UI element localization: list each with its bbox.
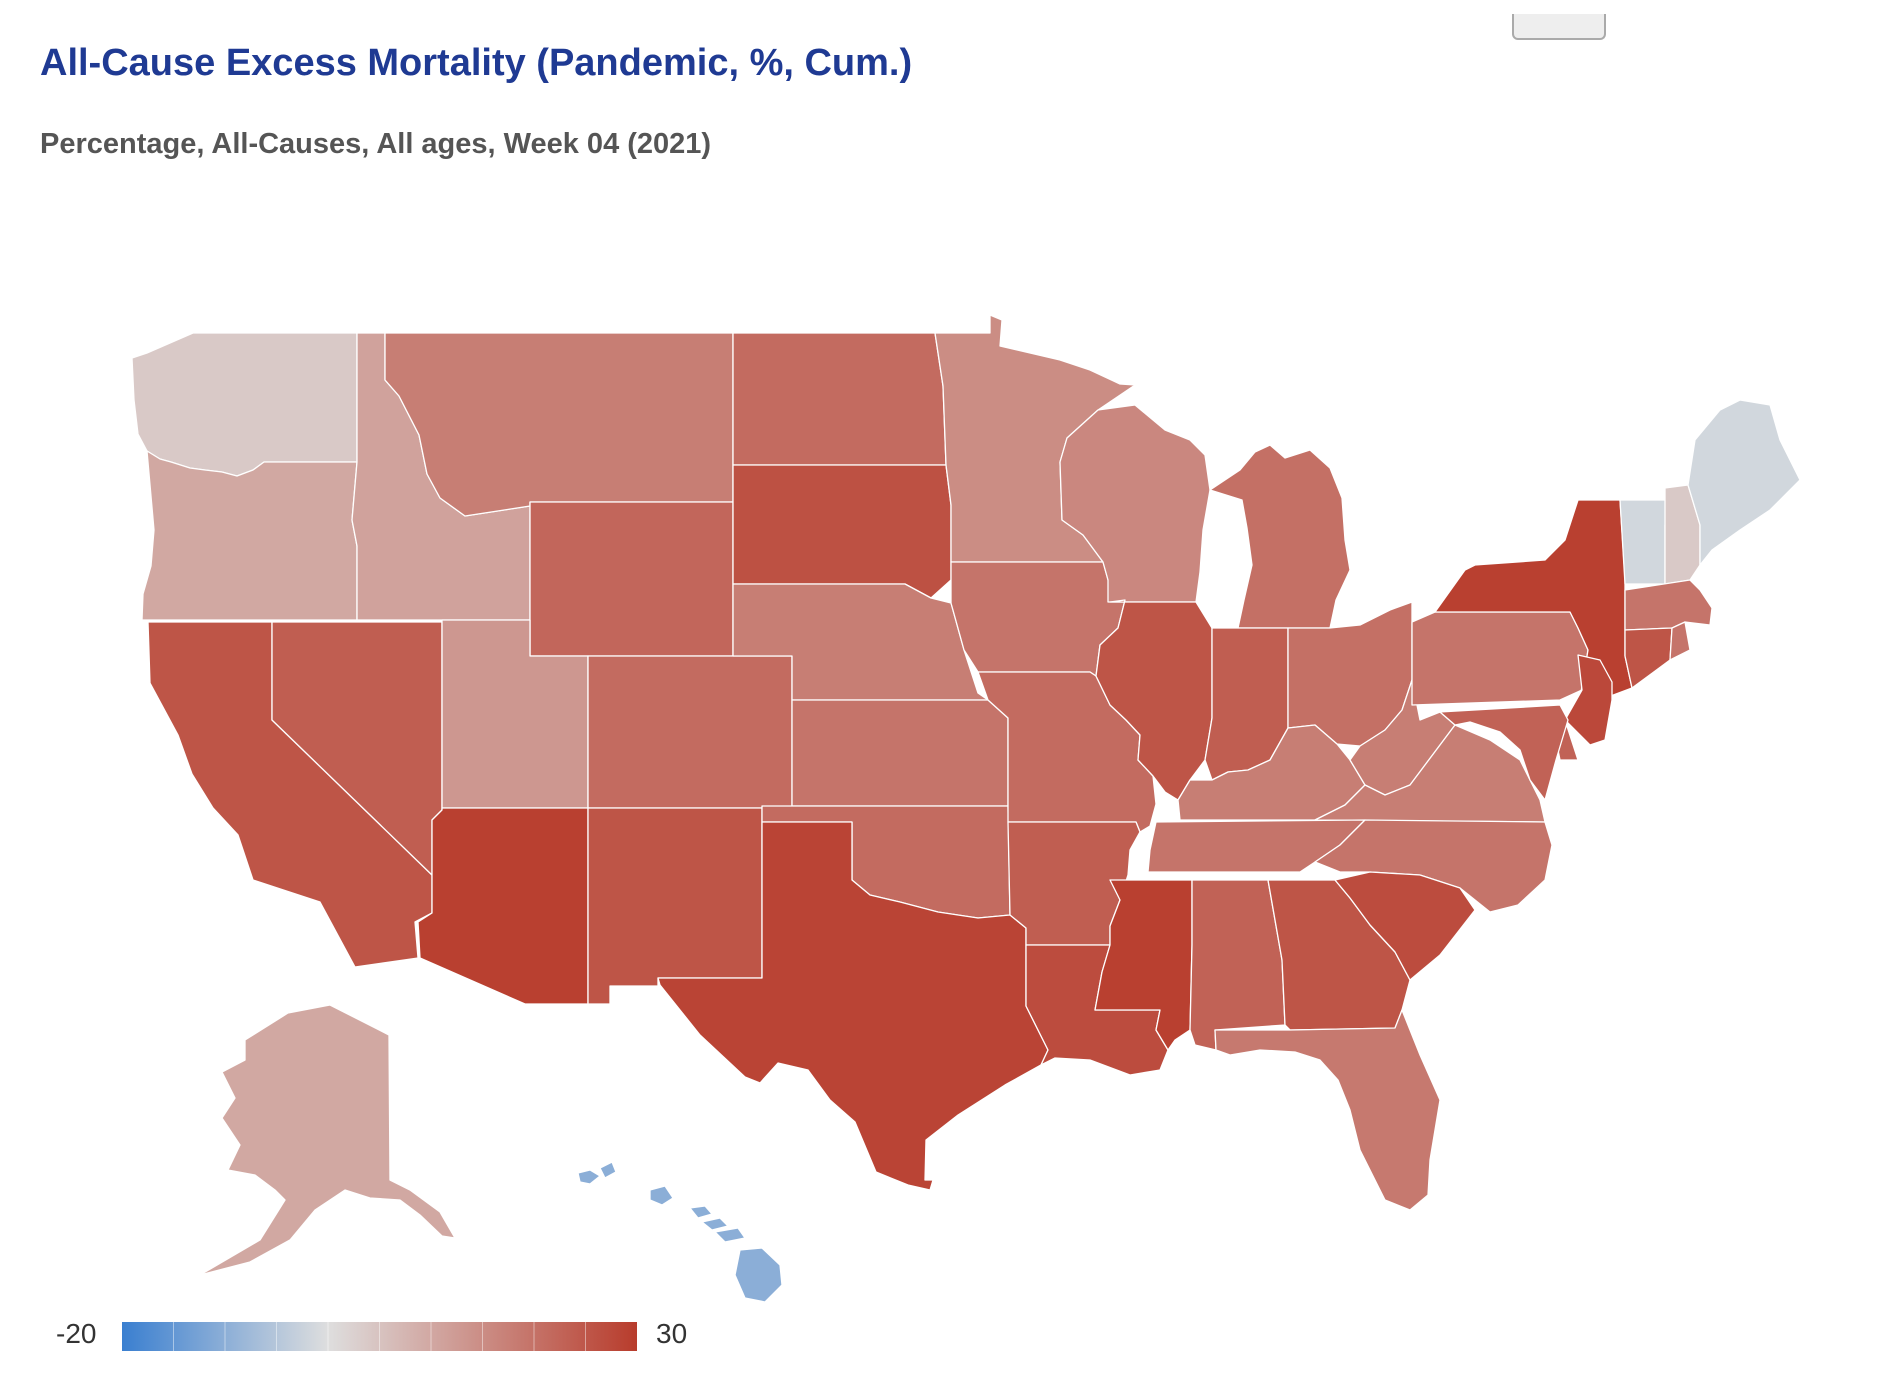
state-wy[interactable] — [529, 501, 734, 657]
state-nj[interactable] — [1564, 654, 1613, 746]
state-pa[interactable] — [1411, 611, 1589, 706]
state-hi[interactable] — [577, 1161, 783, 1303]
state-ma[interactable] — [1624, 579, 1713, 631]
chart-subtitle: Percentage, All-Causes, All ages, Week 0… — [40, 128, 712, 160]
state-nd[interactable] — [732, 332, 947, 466]
state-az[interactable] — [417, 807, 589, 1005]
state-mt[interactable] — [384, 332, 734, 517]
states-layer — [131, 314, 1801, 1303]
state-al[interactable] — [1189, 879, 1286, 1051]
state-me[interactable] — [1687, 399, 1801, 566]
state-wa[interactable] — [131, 332, 358, 477]
state-sc[interactable] — [1334, 871, 1476, 981]
state-or[interactable] — [141, 450, 358, 621]
legend-max-label: 30 — [656, 1318, 688, 1349]
state-vt[interactable] — [1619, 499, 1673, 585]
state-md[interactable] — [1439, 704, 1569, 801]
state-co[interactable] — [587, 655, 793, 809]
state-ct[interactable] — [1624, 627, 1673, 689]
state-tx[interactable] — [657, 821, 1049, 1191]
state-ks[interactable] — [791, 699, 1009, 807]
menu-button[interactable] — [1512, 14, 1606, 40]
state-fl[interactable] — [1214, 1009, 1441, 1211]
color-scale-legend — [122, 1322, 637, 1351]
state-sd[interactable] — [732, 464, 952, 599]
state-ak[interactable] — [199, 1004, 456, 1276]
state-wi[interactable] — [1059, 404, 1211, 603]
legend-gradient — [122, 1322, 637, 1351]
legend-min-label: -20 — [56, 1318, 97, 1349]
state-ne[interactable] — [732, 583, 989, 701]
state-ri[interactable] — [1669, 621, 1691, 661]
state-va[interactable] — [1314, 724, 1546, 823]
chart-title: All-Cause Excess Mortality (Pandemic, %,… — [40, 42, 913, 84]
state-mi[interactable] — [1209, 444, 1351, 629]
state-nm[interactable] — [587, 807, 763, 1005]
